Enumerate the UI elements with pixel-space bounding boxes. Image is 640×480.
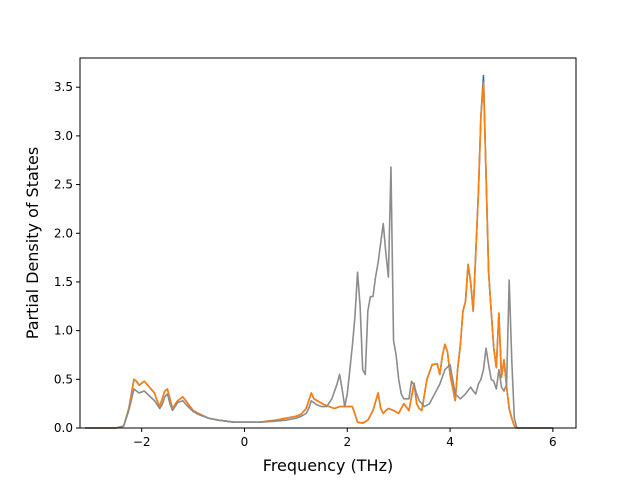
series-line-3 [85, 166, 553, 429]
y-tick-label: 0.5 [54, 372, 73, 386]
x-tick-label: 0 [241, 435, 249, 449]
series-layer [85, 74, 553, 429]
x-tick-label: −2 [133, 435, 151, 449]
series-line-2 [85, 81, 553, 429]
x-tick-label: 4 [446, 435, 454, 449]
y-axis-label: Partial Density of States [23, 147, 42, 339]
x-tick-label: 6 [549, 435, 557, 449]
y-tick-label: 1.0 [54, 324, 73, 338]
x-axis-label: Frequency (THz) [263, 456, 393, 475]
y-tick-label: 3.5 [54, 80, 73, 94]
y-tick-label: 1.5 [54, 275, 73, 289]
y-axis-ticks: 0.0 0.5 1.0 1.5 2.0 2.5 3.0 3.5 [54, 80, 80, 435]
x-tick-label: 2 [343, 435, 351, 449]
y-tick-label: 2.0 [54, 226, 73, 240]
y-tick-label: 3.0 [54, 129, 73, 143]
axes-frame [79, 57, 577, 429]
x-axis-ticks: −2 0 2 4 6 [133, 428, 557, 449]
y-tick-label: 2.5 [54, 178, 73, 192]
y-tick-label: 0.0 [54, 421, 73, 435]
